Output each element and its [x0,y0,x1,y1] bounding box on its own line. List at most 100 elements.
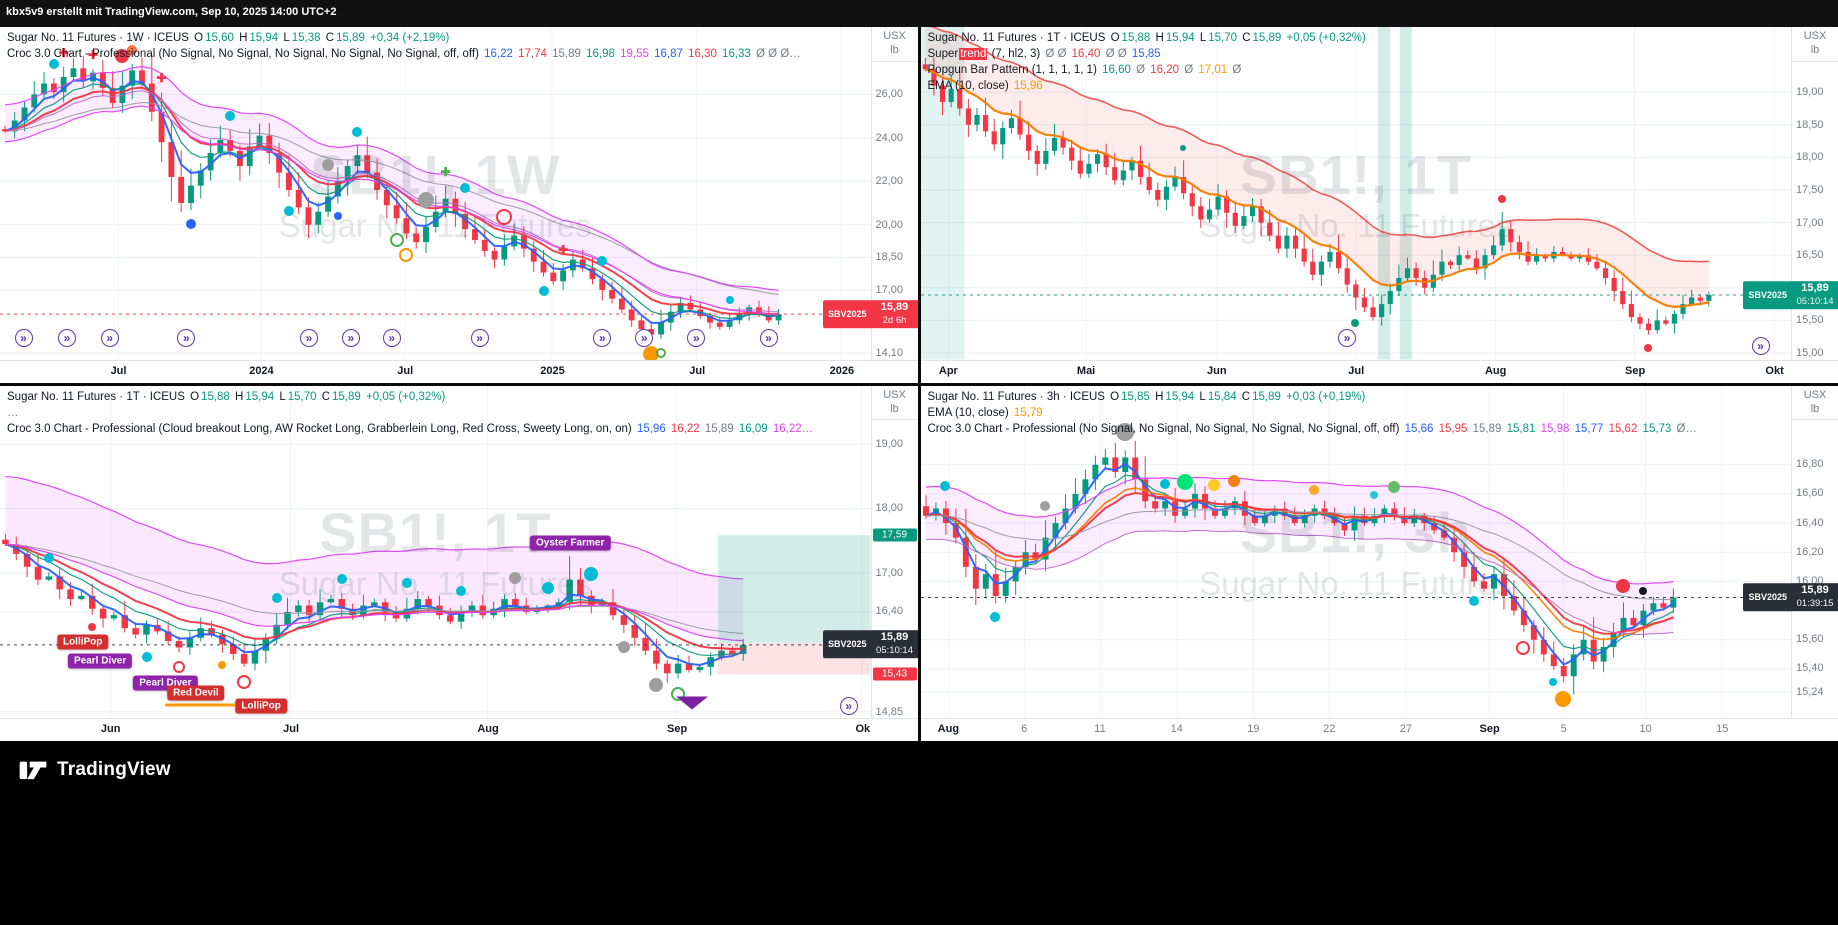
legend-row[interactable]: Croc 3.0 Chart - Professional (No Signal… [927,421,1698,437]
fast-forward-icon[interactable]: » [300,328,319,347]
fast-forward-icon[interactable]: » [100,328,119,347]
chart-legend[interactable]: Sugar No. 11 Futures · 1W · ICEUS O 15,60… [6,30,802,62]
legend-value: 16,22 [484,48,517,60]
legend-row[interactable]: Croc 3.0 Chart - Professional (No Signal… [6,46,802,62]
legend-value: 16,20 [1150,64,1183,76]
price-axis-unit: USX lb [1792,387,1838,421]
time-axis[interactable]: Apr Mai Jun Jul Aug Sep Okt [920,359,1838,383]
time-axis[interactable]: Aug 6 11 14 19 22 27 Sep 5 10 15 [920,718,1838,741]
legend-value: EMA (10, close) [927,80,1012,92]
time-tick: Jul [1348,364,1365,377]
legend-row[interactable]: Sugar No. 11 Futures · 1T · ICEUS O 15,88… [927,30,1367,46]
chart-legend[interactable]: Sugar No. 11 Futures · 1T · ICEUS O 15,88… [927,30,1367,94]
legend-value: L [1199,390,1206,403]
chart-panel-1t-croc[interactable]: SB1!, 1T Sugar No. 11 Futures LolliPop Pe… [0,385,918,741]
fast-forward-icon[interactable]: » [14,328,33,347]
chart-plot[interactable]: SB1!, 3h Sugar No. 11 Futures Sugar No. … [921,386,1792,719]
price-tick: 20,00 [875,218,904,231]
legend-value: 15,70 [287,390,320,403]
legend-row[interactable]: Super trend (7, hl2, 3) Ø Ø 16,40 Ø Ø 15,… [927,46,1367,62]
chart-panel-1t-supertrend[interactable]: SB1!, 1T Sugar No. 11 Futures »» Sugar N… [920,27,1838,383]
footer: TradingView [0,741,1838,925]
fast-forward-icon[interactable]: » [1751,337,1770,356]
chart-plot[interactable]: SB1!, 1T Sugar No. 11 Futures »» Sugar N… [920,27,1792,360]
chart-legend[interactable]: Sugar No. 11 Futures · 3h · ICEUS O 15,85… [927,389,1698,437]
tradingview-logo-icon [18,757,48,783]
legend-row[interactable]: EMA (10, close) 15,79 [927,405,1698,421]
legend-value: trend [959,48,988,60]
legend-value: 16,09 [738,422,771,435]
fast-forward-icon[interactable]: » [635,328,654,347]
chart-panel-1w[interactable]: SB1!, 1W Sugar No. 11 Futures ✚ ✚ ✚ ✚ ✚»»»»»… [0,27,918,383]
fast-forward-icon[interactable]: » [687,328,706,347]
price-tick: 15,50 [1796,314,1824,327]
price-axis[interactable]: USX lb 16,80 16,60 16,40 16,20 16,00 15,60 15,40… [1791,385,1838,718]
legend-value: 15,70 [1208,32,1241,44]
legend-value: O [194,32,204,44]
time-tick: Jun [1207,364,1227,377]
fast-forward-icon[interactable]: » [341,328,360,347]
time-tick: 27 [1399,723,1413,735]
chart-plot[interactable]: SB1!, 1W Sugar No. 11 Futures ✚ ✚ ✚ ✚ ✚»»»»»… [0,27,871,360]
legend-row[interactable]: Popgun Bar Pattern (1, 1, 1, 1, 1) 16,60… [927,62,1367,78]
price-tick: 22,00 [875,175,904,188]
legend-value: Croc 3.0 Chart - Professional (Cloud bre… [7,422,635,435]
time-tick: Apr [938,364,958,377]
legend-row[interactable]: EMA (10, close) 15,96 [927,78,1367,94]
chart-legend[interactable]: Sugar No. 11 Futures · 1T · ICEUS O 15,88… [6,389,814,437]
time-tick: Jul [397,364,414,377]
fast-forward-icon[interactable]: » [759,328,778,347]
price-tick: 17,50 [1796,183,1824,196]
legend-row[interactable]: Sugar No. 11 Futures · 3h · ICEUS O 15,85… [927,389,1698,405]
legend-row[interactable]: Sugar No. 11 Futures · 1T · ICEUS O 15,88… [6,389,814,405]
fast-forward-icon[interactable]: » [839,697,858,716]
legend-value: Ø [1232,64,1242,76]
legend-value: Sugar No. 11 Futures · 1W · ICEUS [7,32,193,44]
legend-value: 16,22 [670,422,703,435]
legend-value: O [1110,32,1120,44]
price-tick: 19,00 [875,437,904,450]
legend-value: 16,60 [1102,64,1135,76]
legend-value: Sugar No. 11 Futures · 3h · ICEUS [927,390,1109,403]
candlestick-canvas [0,386,871,719]
time-axis[interactable]: Jun Jul Aug Sep Ok [0,718,918,741]
time-tick: Sep [1479,723,1500,735]
price-tick: 24,00 [875,131,904,144]
price-tick: 18,50 [1796,118,1824,131]
legend-value: Ø… [1676,422,1697,435]
fast-forward-icon[interactable]: » [382,328,401,347]
price-tick: 16,80 [1796,458,1824,471]
chart-panel-3h[interactable]: SB1!, 3h Sugar No. 11 Futures Sugar No. … [920,385,1838,741]
legend-row[interactable]: Croc 3.0 Chart - Professional (Cloud bre… [6,421,814,437]
legend-value: 15,81 [1506,422,1539,435]
chart-plot[interactable]: SB1!, 1T Sugar No. 11 Futures LolliPop Pe… [0,386,871,719]
legend-value: Ø [1184,64,1197,76]
time-tick: 2026 [829,364,855,377]
time-axis[interactable]: Jul 2024 Jul 2025 Jul 2026 [0,359,918,383]
legend-value: Croc 3.0 Chart - Professional (No Signal… [7,48,483,60]
fast-forward-icon[interactable]: » [1338,328,1357,347]
price-axis[interactable]: USXlb19,0018,5018,0017,5017,0016,5016,00… [1791,27,1838,360]
fast-forward-icon[interactable]: » [177,328,196,347]
price-axis[interactable]: USX lb 26,00 24,00 22,00 20,00 18,50 17,00 14,10 [870,27,918,360]
legend-value: 15,95 [1438,422,1471,435]
price-tick: 16,50 [1796,249,1824,262]
legend-value: O [1110,390,1120,403]
price-axis-unit: USX lb [871,387,918,421]
fast-forward-icon[interactable]: » [58,328,77,347]
legend-value: 15,66 [1404,422,1437,435]
legend-value: 15,98 [1540,422,1573,435]
time-tick-area: Jun Jul Aug Sep Ok [0,719,872,741]
time-tick-area: Apr Mai Jun Jul Aug Sep Okt [921,361,1793,383]
fast-forward-icon[interactable]: » [470,328,489,347]
level-price-label: 15,43 [872,667,917,681]
price-tick: 18,50 [875,251,904,264]
price-countdown-box: 15,89 05:10:14 [1792,281,1838,309]
legend-value: 15,89 [1252,390,1285,403]
legend-row[interactable]: Sugar No. 11 Futures · 1W · ICEUS O 15,60… [6,30,802,46]
legend-value: Ø Ø [1045,48,1070,60]
price-axis[interactable]: USXlb19,0018,0017,0016,4014,8517,5915,92… [870,385,918,718]
fast-forward-icon[interactable]: » [593,328,612,347]
legend-row[interactable]: … [6,405,814,421]
price-tick: 15,60 [1796,633,1824,646]
